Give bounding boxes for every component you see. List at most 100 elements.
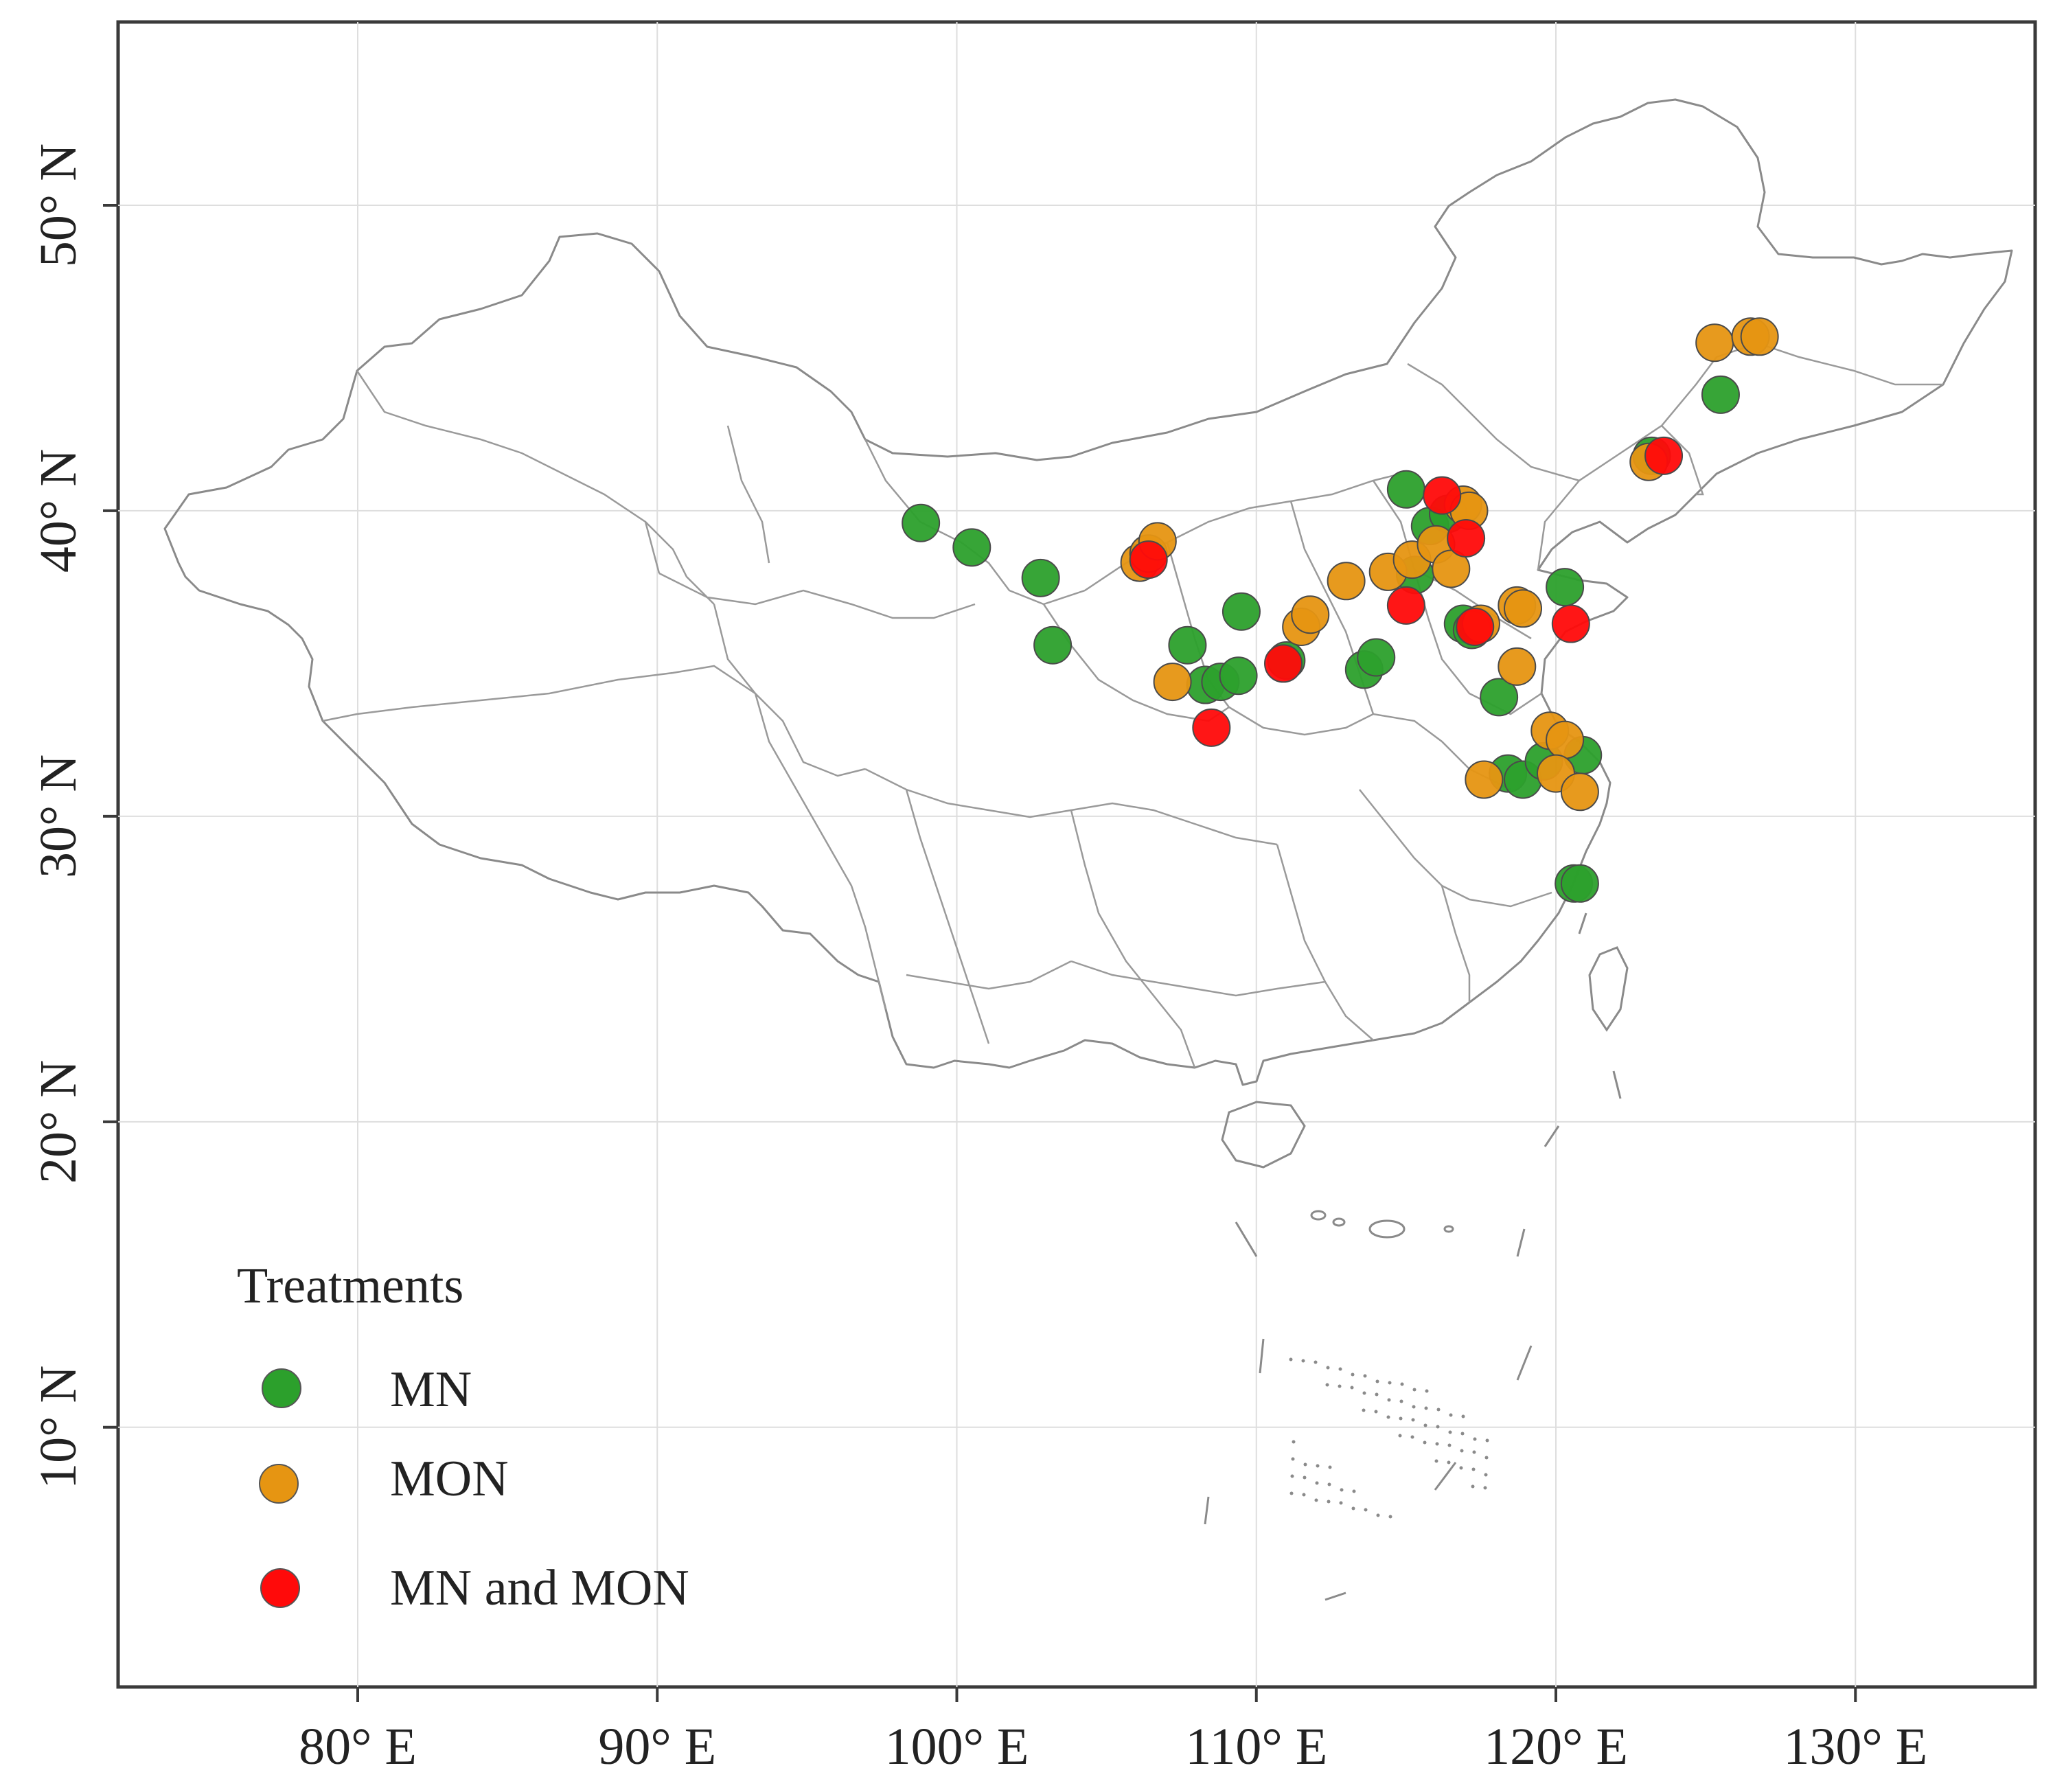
- site-point-mon: [1546, 720, 1585, 759]
- site-point-mon: [1153, 663, 1192, 702]
- site-point-mn-and-mon: [1447, 518, 1486, 558]
- islet-dot: [1303, 1475, 1307, 1480]
- islet-dot: [1411, 1418, 1415, 1422]
- site-point-mn: [1546, 568, 1585, 607]
- legend-swatch-mon: [259, 1464, 299, 1504]
- site-point-mon: [1465, 760, 1504, 799]
- legend-label-mon: MON: [390, 1451, 509, 1507]
- islet-dot: [1436, 1408, 1441, 1412]
- islet-dot: [1412, 1388, 1417, 1392]
- islet-dot: [1314, 1360, 1318, 1364]
- islet-dot: [1449, 1413, 1453, 1417]
- legend-swatch-mn-and-mon: [260, 1568, 300, 1608]
- x-tick-label-90: 90° E: [598, 1718, 716, 1776]
- site-point-mn-and-mon: [1456, 608, 1495, 647]
- x-tick-label-100: 100° E: [885, 1718, 1029, 1776]
- legend-entry-mn-and-mon: MN and MON: [260, 1560, 689, 1616]
- islet-dot: [1423, 1440, 1427, 1445]
- islet-dot: [1363, 1374, 1367, 1378]
- site-point-mn: [902, 503, 941, 542]
- islet-dot: [1291, 1457, 1295, 1461]
- x-tick-label-130: 130° E: [1783, 1718, 1927, 1776]
- islet-dot: [1351, 1372, 1355, 1377]
- islet-dot: [1483, 1486, 1487, 1490]
- islet-dot: [1484, 1473, 1488, 1477]
- site-point-mn: [1480, 678, 1519, 717]
- site-point-mon: [1327, 562, 1366, 601]
- islet-dot: [1485, 1438, 1489, 1443]
- gridlines: [118, 22, 2035, 1687]
- site-point-mn: [1386, 470, 1425, 509]
- islet-dot: [1351, 1506, 1355, 1510]
- hainan-island: [1221, 1101, 1306, 1169]
- islet-dot: [1460, 1432, 1465, 1436]
- islet-dot: [1461, 1414, 1465, 1418]
- islet-dot: [1375, 1392, 1379, 1397]
- x-axis-ticks: 80° E 90° E 100° E 110° E 120° E 130° E: [299, 1687, 1927, 1776]
- site-point-mn: [1560, 864, 1599, 903]
- islet-dot: [1473, 1437, 1477, 1441]
- site-point-mn-and-mon: [1129, 540, 1168, 579]
- islet-dot: [1362, 1391, 1366, 1395]
- islet-dot: [1302, 1493, 1306, 1497]
- islet-dot: [1447, 1460, 1451, 1464]
- islet-dot: [1434, 1459, 1438, 1463]
- islet-dot: [1314, 1498, 1318, 1502]
- islet-dot: [1410, 1435, 1414, 1439]
- x-tick-label-80: 80° E: [299, 1718, 417, 1776]
- site-point-mn-and-mon: [1264, 644, 1303, 683]
- legend: Treatments MN MON MN and MON: [237, 1258, 689, 1616]
- x-tick-label-110: 110° E: [1185, 1718, 1327, 1776]
- islet-dot: [1315, 1481, 1319, 1485]
- islet-dot: [1387, 1398, 1391, 1402]
- legend-swatch-mn: [262, 1368, 301, 1408]
- spratly-islet-dots: [1289, 1357, 1489, 1519]
- islet-dot: [1328, 1465, 1332, 1469]
- legend-label-mn: MN: [390, 1362, 472, 1418]
- legend-label-mn-and-mon: MN and MON: [390, 1560, 689, 1616]
- site-point-mon: [1560, 772, 1599, 812]
- islet-dot: [1388, 1381, 1392, 1385]
- islet-dot: [1375, 1379, 1379, 1383]
- islet-dot: [1435, 1442, 1439, 1446]
- plot-frame: [116, 20, 2037, 1689]
- y-tick-label-20: 20° N: [30, 1060, 87, 1184]
- site-point-mn: [1033, 625, 1073, 665]
- legend-title: Treatments: [237, 1258, 463, 1314]
- islet-dot: [1471, 1467, 1476, 1471]
- islet-dot: [1448, 1430, 1452, 1434]
- islet-dot: [1399, 1399, 1403, 1403]
- islet-dot: [1292, 1440, 1296, 1444]
- taiwan-island: [1588, 946, 1629, 1032]
- legend-entry-mn: MN: [262, 1362, 472, 1418]
- site-point-mn: [1021, 558, 1060, 597]
- site-point-mn-and-mon: [1644, 436, 1684, 475]
- islet-dot: [1376, 1513, 1380, 1517]
- land-outline: [163, 98, 2013, 1086]
- y-tick-label-50: 50° N: [30, 143, 87, 267]
- islet-dot: [1350, 1386, 1354, 1390]
- site-point-mon: [1498, 647, 1537, 686]
- islet-dot: [1399, 1416, 1403, 1421]
- south-china-sea-islands: [1204, 912, 1622, 1601]
- islet-dot: [1436, 1425, 1440, 1429]
- islet-dot: [1424, 1406, 1428, 1410]
- site-point-mon: [1504, 589, 1543, 628]
- site-point-mn: [1219, 656, 1258, 696]
- islet-dot: [1386, 1415, 1390, 1419]
- islet-dot: [1364, 1508, 1368, 1512]
- site-point-mon: [1740, 317, 1779, 356]
- islet-dot: [1447, 1443, 1452, 1447]
- y-tick-label-30: 30° N: [30, 755, 87, 878]
- x-tick-label-120: 120° E: [1484, 1718, 1628, 1776]
- site-points: [902, 317, 1779, 903]
- islet-dot: [1388, 1515, 1392, 1519]
- site-point-mn-and-mon: [1386, 586, 1425, 625]
- islet-dot: [1374, 1410, 1378, 1414]
- islet-dot: [1303, 1462, 1307, 1467]
- site-point-mn: [1222, 592, 1261, 631]
- islet-dot: [1290, 1474, 1294, 1478]
- islet-dot: [1398, 1434, 1402, 1438]
- islet-dot: [1327, 1500, 1331, 1504]
